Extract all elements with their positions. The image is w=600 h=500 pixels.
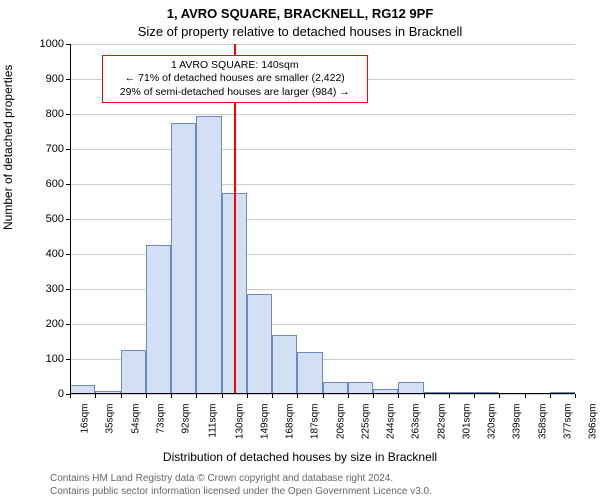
x-tick-mark (550, 394, 551, 398)
x-tick-mark (373, 394, 374, 398)
x-tick-mark (297, 394, 298, 398)
x-tick-label: 54sqm (130, 404, 141, 434)
y-tick-mark (66, 79, 70, 80)
x-tick-label: 225sqm (360, 404, 371, 440)
x-tick-mark (95, 394, 96, 398)
annotation-line-2: ← 71% of detached houses are smaller (2,… (109, 72, 361, 86)
footer-line-2: Contains public sector information licen… (50, 486, 432, 497)
y-tick-mark (66, 219, 70, 220)
x-tick-mark (474, 394, 475, 398)
y-tick-mark (66, 359, 70, 360)
y-tick-label: 100 (46, 353, 64, 365)
x-tick-label: 320sqm (486, 404, 497, 440)
x-tick-label: 301sqm (461, 404, 472, 440)
x-tick-label: 16sqm (80, 404, 91, 434)
histogram-bar (146, 245, 171, 394)
x-tick-mark (121, 394, 122, 398)
x-tick-mark (348, 394, 349, 398)
x-tick-mark (499, 394, 500, 398)
y-tick-label: 1000 (40, 38, 64, 50)
y-tick-mark (66, 289, 70, 290)
histogram-bar (121, 350, 146, 394)
y-tick-label: 900 (46, 73, 64, 85)
y-tick-label: 600 (46, 178, 64, 190)
histogram-bar (272, 335, 297, 395)
x-tick-mark (247, 394, 248, 398)
y-tick-label: 200 (46, 318, 64, 330)
x-tick-mark (272, 394, 273, 398)
x-tick-mark (323, 394, 324, 398)
y-tick-mark (66, 254, 70, 255)
x-tick-label: 377sqm (562, 404, 573, 440)
x-tick-mark (449, 394, 450, 398)
annotation-line-3: 29% of semi-detached houses are larger (… (109, 86, 361, 100)
y-tick-label: 0 (58, 388, 64, 400)
annotation-line-1: 1 AVRO SQUARE: 140sqm (109, 59, 361, 73)
histogram-bar (171, 123, 196, 394)
x-tick-label: 73sqm (155, 404, 166, 434)
plot-area: 1 AVRO SQUARE: 140sqm ← 71% of detached … (70, 44, 575, 394)
y-tick-mark (66, 184, 70, 185)
x-tick-label: 206sqm (335, 404, 346, 440)
x-tick-mark (196, 394, 197, 398)
y-tick-label: 800 (46, 108, 64, 120)
y-tick-mark (66, 149, 70, 150)
x-tick-label: 187sqm (310, 404, 321, 440)
x-tick-mark (171, 394, 172, 398)
x-tick-mark (222, 394, 223, 398)
y-axis-line (70, 44, 71, 394)
x-tick-label: 358sqm (537, 404, 548, 440)
x-tick-label: 92sqm (181, 404, 192, 434)
x-tick-label: 263sqm (411, 404, 422, 440)
x-tick-label: 339sqm (512, 404, 523, 440)
histogram-bar (247, 294, 272, 394)
y-tick-mark (66, 114, 70, 115)
x-tick-label: 35sqm (105, 404, 116, 434)
y-tick-label: 300 (46, 283, 64, 295)
y-axis-label: Number of detached properties (1, 65, 15, 230)
histogram-bar (196, 116, 221, 394)
x-tick-mark (575, 394, 576, 398)
y-tick-label: 400 (46, 248, 64, 260)
x-tick-label: 149sqm (259, 404, 270, 440)
footer-line-1: Contains HM Land Registry data © Crown c… (50, 473, 393, 484)
x-tick-mark (146, 394, 147, 398)
x-tick-label: 130sqm (234, 404, 245, 440)
y-tick-mark (66, 44, 70, 45)
x-tick-label: 111sqm (208, 404, 219, 438)
y-tick-label: 700 (46, 143, 64, 155)
x-tick-mark (398, 394, 399, 398)
x-axis-label: Distribution of detached houses by size … (0, 450, 600, 464)
page-title-2: Size of property relative to detached ho… (0, 24, 600, 39)
x-tick-label: 282sqm (436, 404, 447, 440)
y-tick-mark (66, 324, 70, 325)
x-tick-mark (70, 394, 71, 398)
x-tick-label: 396sqm (587, 404, 598, 440)
histogram-bar (297, 352, 322, 394)
y-tick-label: 500 (46, 213, 64, 225)
page-title-1: 1, AVRO SQUARE, BRACKNELL, RG12 9PF (0, 6, 600, 21)
chart-page: 1, AVRO SQUARE, BRACKNELL, RG12 9PF Size… (0, 0, 600, 500)
x-tick-mark (424, 394, 425, 398)
x-tick-label: 168sqm (284, 404, 295, 440)
x-tick-label: 244sqm (385, 404, 396, 440)
annotation-box: 1 AVRO SQUARE: 140sqm ← 71% of detached … (102, 55, 368, 104)
x-tick-mark (525, 394, 526, 398)
